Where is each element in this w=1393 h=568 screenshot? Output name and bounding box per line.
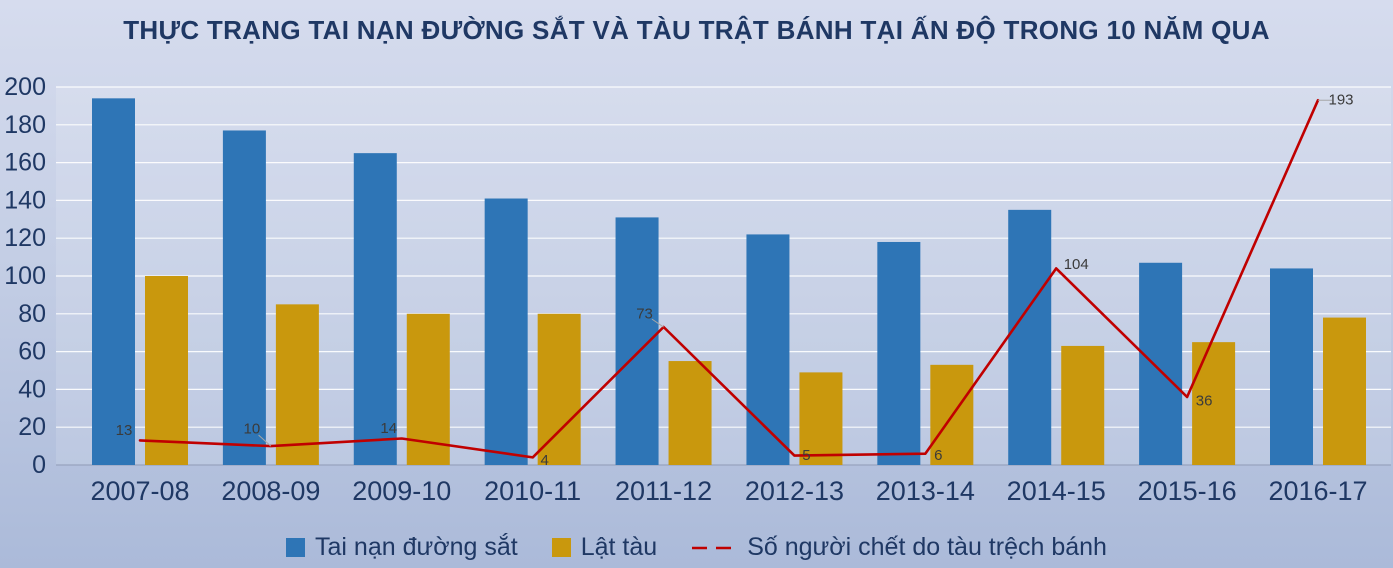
accidents-bar bbox=[746, 234, 790, 465]
y-axis-tick-label: 140 bbox=[4, 186, 46, 214]
x-axis-category-label: 2010-11 bbox=[484, 476, 581, 506]
deaths-data-label: 4 bbox=[540, 452, 548, 469]
derailments-bar bbox=[668, 361, 712, 465]
legend-line-marker-icon bbox=[692, 546, 737, 549]
accidents-bar bbox=[1270, 268, 1313, 465]
derailments-bar bbox=[1323, 317, 1366, 465]
accidents-bar bbox=[92, 98, 135, 465]
derailments-bar bbox=[275, 304, 319, 465]
x-axis-category-label: 2016-17 bbox=[1268, 476, 1367, 506]
chart-legend: Tai nạn đường sắt Lật tàu Số người chết do… bbox=[0, 533, 1393, 562]
y-axis-tick-label: 160 bbox=[4, 149, 46, 177]
x-axis-category-label: 2012-13 bbox=[745, 476, 844, 506]
x-axis-category-label: 2009-10 bbox=[352, 476, 451, 506]
deaths-data-label: 13 bbox=[116, 422, 133, 439]
accidents-bar bbox=[877, 241, 921, 465]
accidents-bar bbox=[484, 198, 528, 465]
y-axis-tick-label: 180 bbox=[4, 111, 46, 139]
deaths-data-label: 36 bbox=[1196, 392, 1213, 409]
legend-swatch-derailments bbox=[551, 538, 571, 557]
deaths-data-label: 6 bbox=[934, 447, 942, 464]
accidents-bar bbox=[615, 217, 659, 465]
derailments-bar bbox=[145, 276, 188, 465]
x-axis-category-label: 2015-16 bbox=[1138, 476, 1237, 506]
legend-label-accidents: Tai nạn đường sắt bbox=[315, 533, 518, 561]
y-axis-tick-label: 0 bbox=[32, 451, 46, 479]
y-axis-tick-label: 40 bbox=[18, 375, 46, 403]
legend-item-deaths: Số người chết do tàu trệch bánh bbox=[691, 533, 1107, 562]
derailments-bar bbox=[1061, 345, 1105, 465]
derailments-bar bbox=[537, 313, 581, 465]
legend-label-deaths: Số người chết do tàu trệch bánh bbox=[747, 533, 1107, 561]
deaths-data-label: 193 bbox=[1328, 92, 1353, 109]
accidents-bar bbox=[222, 130, 266, 465]
data-label-leader bbox=[258, 434, 272, 447]
legend-item-derailments: Lật tàu bbox=[551, 533, 658, 562]
derailments-bar bbox=[1192, 342, 1236, 465]
y-axis-tick-label: 120 bbox=[4, 224, 46, 252]
x-axis-category-label: 2007-08 bbox=[90, 476, 189, 506]
x-axis-category-label: 2011-12 bbox=[615, 476, 712, 506]
y-axis-tick-label: 100 bbox=[4, 262, 46, 290]
accidents-bar bbox=[1008, 209, 1052, 465]
legend-swatch-accidents bbox=[286, 538, 306, 557]
chart-title: THỰC TRẠNG TAI NẠN ĐƯỜNG SẮT VÀ TÀU TRẬT… bbox=[123, 15, 1270, 45]
derailments-bar bbox=[799, 372, 843, 465]
y-axis-tick-label: 60 bbox=[18, 338, 46, 366]
y-axis-tick-label: 200 bbox=[4, 73, 46, 101]
accidents-bar bbox=[353, 153, 397, 465]
y-axis-tick-label: 80 bbox=[18, 300, 46, 328]
deaths-data-label: 14 bbox=[380, 420, 397, 437]
y-axis-tick-label: 20 bbox=[18, 413, 46, 441]
x-axis-category-label: 2014-15 bbox=[1007, 476, 1106, 506]
deaths-line bbox=[138, 98, 1320, 459]
legend-item-accidents: Tai nạn đường sắt bbox=[286, 533, 518, 562]
deaths-data-label: 5 bbox=[802, 447, 810, 464]
deaths-data-label: 104 bbox=[1064, 256, 1089, 273]
deaths-data-label: 10 bbox=[244, 421, 261, 438]
data-label-leader bbox=[651, 318, 664, 328]
legend-label-derailments: Lật tàu bbox=[580, 533, 658, 561]
deaths-data-label: 73 bbox=[636, 306, 653, 323]
x-axis-category-label: 2008-09 bbox=[221, 476, 320, 506]
accidents-bar bbox=[1139, 262, 1183, 465]
x-axis-category-label: 2013-14 bbox=[876, 476, 975, 506]
